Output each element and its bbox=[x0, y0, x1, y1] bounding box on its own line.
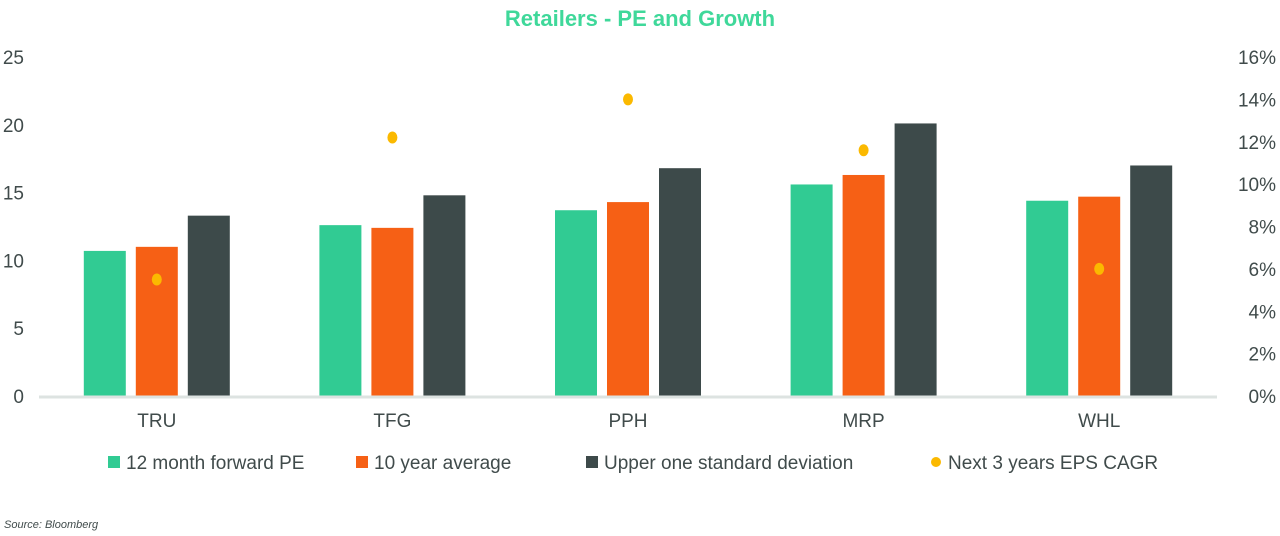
eps-cagr-point bbox=[858, 144, 869, 157]
bar-upper-one-standard-deviation bbox=[1130, 165, 1173, 396]
bar-10-year-average bbox=[842, 174, 885, 396]
legend-label: Upper one standard deviation bbox=[604, 453, 853, 474]
legend-item: Upper one standard deviation bbox=[586, 453, 853, 474]
bar-10-year-average bbox=[135, 246, 178, 396]
bar-upper-one-standard-deviation bbox=[423, 195, 466, 396]
y-left-tick-label: 5 bbox=[13, 319, 24, 340]
bar-10-year-average bbox=[1078, 196, 1121, 396]
legend-swatch bbox=[108, 456, 120, 468]
bar-12-month-forward-pe bbox=[319, 225, 362, 396]
y-left-tick-label: 20 bbox=[3, 116, 24, 137]
y-right-tick-label: 12% bbox=[1238, 133, 1276, 154]
bar-12-month-forward-pe bbox=[83, 250, 126, 396]
x-tick-label: PPH bbox=[608, 411, 647, 432]
bar-upper-one-standard-deviation bbox=[187, 215, 230, 396]
y-right-tick-label: 0% bbox=[1249, 387, 1277, 408]
legend-label: 10 year average bbox=[374, 453, 511, 474]
bar-12-month-forward-pe bbox=[790, 184, 833, 396]
y-right-tick-label: 2% bbox=[1249, 345, 1277, 366]
y-right-tick-label: 14% bbox=[1238, 90, 1276, 111]
eps-cagr-point bbox=[1094, 262, 1105, 275]
legend-swatch bbox=[586, 456, 598, 468]
bar-12-month-forward-pe bbox=[555, 210, 597, 396]
legend-item: 10 year average bbox=[356, 453, 511, 474]
y-right-tick-label: 6% bbox=[1249, 260, 1277, 281]
y-right-tick-label: 10% bbox=[1238, 175, 1276, 196]
bar-upper-one-standard-deviation bbox=[894, 123, 937, 396]
source-note: Source: Bloomberg bbox=[4, 519, 99, 531]
y-right-tick-label: 4% bbox=[1249, 302, 1277, 323]
bar-upper-one-standard-deviation bbox=[659, 168, 701, 396]
y-left-tick-label: 25 bbox=[3, 48, 24, 69]
bar-10-year-average bbox=[371, 227, 414, 396]
legend-swatch bbox=[356, 456, 368, 468]
x-tick-label: WHL bbox=[1078, 411, 1120, 432]
legend-label: 12 month forward PE bbox=[126, 453, 304, 474]
x-tick-label: TFG bbox=[373, 411, 411, 432]
chart-title: Retailers - PE and Growth bbox=[505, 6, 775, 31]
bar-12-month-forward-pe bbox=[1026, 200, 1069, 396]
x-tick-label: TRU bbox=[137, 411, 176, 432]
eps-cagr-point bbox=[387, 131, 398, 144]
y-left-tick-label: 0 bbox=[13, 387, 24, 408]
x-tick-label: MRP bbox=[842, 411, 884, 432]
y-right-tick-label: 8% bbox=[1249, 218, 1277, 239]
eps-cagr-point bbox=[623, 93, 633, 106]
legend-label: Next 3 years EPS CAGR bbox=[948, 453, 1158, 474]
legend-item: 12 month forward PE bbox=[108, 453, 304, 474]
bar-10-year-average bbox=[607, 202, 649, 396]
eps-cagr-point bbox=[151, 273, 162, 286]
y-right-tick-label: 16% bbox=[1238, 48, 1276, 69]
y-left-tick-label: 10 bbox=[3, 251, 24, 272]
legend-item: Next 3 years EPS CAGR bbox=[931, 453, 1158, 474]
legend-swatch bbox=[931, 457, 941, 467]
y-left-tick-label: 15 bbox=[3, 184, 24, 205]
